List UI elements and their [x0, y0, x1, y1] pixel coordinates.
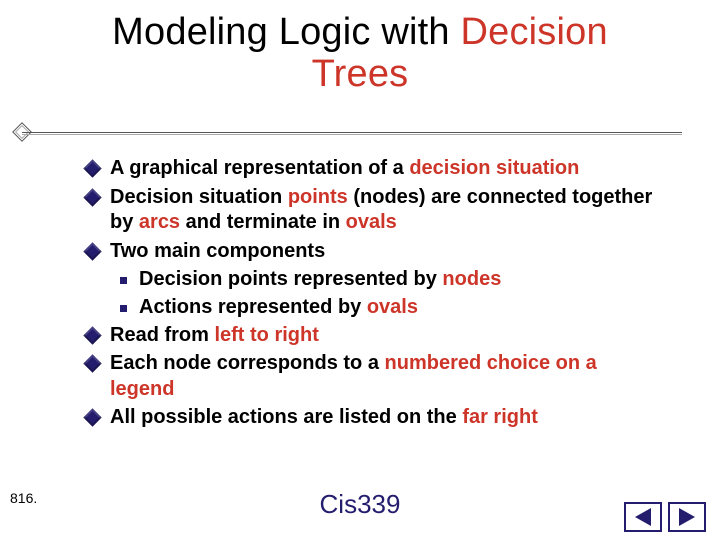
- list-item-text: A graphical representation of a decision…: [110, 156, 579, 182]
- list-item-text: Read from left to right: [110, 323, 319, 349]
- prev-button[interactable]: [624, 502, 662, 532]
- square-bullet-icon: [120, 305, 127, 312]
- list-item: Two main components: [86, 239, 666, 265]
- diamond-bullet-icon: [86, 329, 100, 343]
- title-text-1: Modeling Logic with: [112, 11, 460, 53]
- list-item-text: Decision situation points (nodes) are co…: [110, 185, 666, 236]
- title-highlight-1: Decision: [460, 11, 607, 53]
- nav-buttons: [624, 502, 706, 532]
- list-item-text: Each node corresponds to a numbered choi…: [110, 351, 666, 402]
- arrow-right-icon: [679, 508, 695, 526]
- list-item-text: All possible actions are listed on the f…: [110, 405, 538, 431]
- list-item: Read from left to right: [86, 323, 666, 349]
- sub-list-item-text: Actions represented by ovals: [139, 295, 418, 321]
- footer-text: Cis339: [0, 489, 720, 520]
- list-item: Each node corresponds to a numbered choi…: [86, 351, 666, 402]
- slide: Modeling Logic with Decision Trees A gra…: [0, 0, 720, 540]
- diamond-bullet-icon: [86, 245, 100, 259]
- diamond-bullet-icon: [86, 191, 100, 205]
- list-item: Decision situation points (nodes) are co…: [86, 185, 666, 236]
- diamond-bullet-icon: [86, 411, 100, 425]
- sub-list-item: Decision points represented by nodes: [120, 267, 666, 293]
- diamond-bullet-icon: [86, 357, 100, 371]
- diamond-bullet-icon: [86, 162, 100, 176]
- next-button[interactable]: [668, 502, 706, 532]
- title-highlight-2: Trees: [312, 53, 409, 95]
- sub-list-item-text: Decision points represented by nodes: [139, 267, 501, 293]
- bullet-list: A graphical representation of a decision…: [86, 156, 666, 434]
- list-item-text: Two main components: [110, 239, 325, 265]
- arrow-left-icon: [635, 508, 651, 526]
- square-bullet-icon: [120, 277, 127, 284]
- list-item: A graphical representation of a decision…: [86, 156, 666, 182]
- sub-list-item: Actions represented by ovals: [120, 295, 666, 321]
- title-rule: [22, 132, 682, 134]
- list-item: All possible actions are listed on the f…: [86, 405, 666, 431]
- slide-title: Modeling Logic with Decision Trees: [0, 0, 720, 96]
